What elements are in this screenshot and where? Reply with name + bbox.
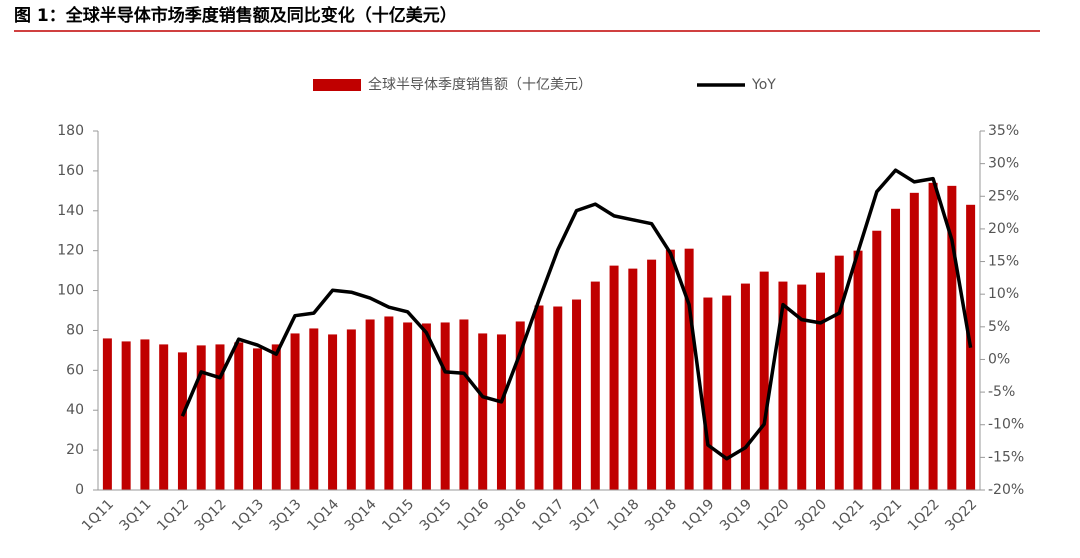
bar bbox=[909, 192, 919, 491]
y2-tick-label: 0% bbox=[988, 351, 1010, 367]
chart-title: 图 1：全球半导体市场季度销售额及同比变化（十亿美元） bbox=[14, 5, 457, 26]
bar bbox=[778, 281, 788, 490]
bar bbox=[140, 339, 150, 490]
y-tick-label: 20 bbox=[66, 442, 84, 458]
x-tick-label: 1Q20 bbox=[755, 496, 793, 534]
x-tick-label: 1Q16 bbox=[454, 496, 492, 534]
bar bbox=[853, 250, 863, 490]
x-tick-label: 1Q13 bbox=[229, 496, 267, 534]
bar bbox=[759, 271, 769, 490]
bar bbox=[421, 323, 431, 490]
x-tick-label: 1Q22 bbox=[905, 496, 943, 534]
bar bbox=[797, 284, 807, 490]
x-tick-label: 3Q22 bbox=[942, 496, 980, 534]
bar bbox=[121, 341, 131, 490]
y2-tick-label: -10% bbox=[988, 417, 1024, 433]
legend-swatch bbox=[313, 79, 361, 91]
x-tick-label: 3Q14 bbox=[342, 496, 380, 534]
x-tick-label: 3Q15 bbox=[417, 496, 455, 534]
y-tick-label: 0 bbox=[75, 482, 84, 498]
y2-tick-label: 35% bbox=[988, 123, 1019, 139]
y2-tick-label: 10% bbox=[988, 286, 1019, 302]
x-tick-label: 3Q11 bbox=[117, 496, 155, 534]
x-tick-label: 1Q12 bbox=[154, 496, 192, 534]
yoy-line bbox=[180, 168, 973, 461]
bar bbox=[346, 329, 356, 490]
bar bbox=[459, 319, 469, 490]
bar bbox=[253, 348, 263, 490]
bar bbox=[496, 334, 506, 490]
bar bbox=[271, 344, 281, 490]
bar bbox=[872, 230, 882, 490]
bar bbox=[196, 345, 206, 490]
bar bbox=[403, 322, 413, 490]
bar bbox=[478, 333, 488, 490]
bar bbox=[534, 305, 544, 490]
bar bbox=[572, 299, 582, 490]
y2-tick-label: -20% bbox=[988, 482, 1024, 498]
legend-label: YoY bbox=[751, 77, 776, 93]
bar bbox=[590, 281, 600, 490]
bar bbox=[309, 328, 319, 490]
y2-tick-label: 25% bbox=[988, 188, 1019, 204]
y2-tick-label: -5% bbox=[988, 384, 1015, 400]
bar bbox=[177, 352, 187, 490]
bar bbox=[628, 268, 638, 490]
bar bbox=[703, 297, 713, 490]
x-tick-label: 3Q12 bbox=[192, 496, 230, 534]
bar bbox=[328, 334, 338, 490]
bar bbox=[234, 342, 244, 490]
x-tick-label: 1Q17 bbox=[529, 496, 567, 534]
bar bbox=[891, 208, 901, 491]
bar bbox=[947, 185, 957, 490]
x-tick-label: 1Q21 bbox=[830, 496, 868, 534]
bar bbox=[740, 283, 750, 490]
bar bbox=[815, 272, 825, 490]
legend-label: 全球半导体季度销售额（十亿美元） bbox=[368, 76, 592, 93]
x-tick-label: 3Q20 bbox=[792, 496, 830, 534]
bar bbox=[684, 248, 694, 490]
x-tick-label: 3Q13 bbox=[267, 496, 305, 534]
x-tick-label: 3Q17 bbox=[567, 496, 605, 534]
x-tick-label: 3Q16 bbox=[492, 496, 530, 534]
bar bbox=[609, 265, 619, 490]
bar bbox=[365, 319, 375, 490]
y2-tick-label: -15% bbox=[988, 449, 1024, 465]
y-tick-label: 140 bbox=[57, 203, 84, 219]
y2-tick-label: 20% bbox=[988, 221, 1019, 237]
bar bbox=[647, 259, 657, 490]
y-tick-label: 100 bbox=[57, 283, 84, 299]
y-tick-label: 180 bbox=[57, 123, 84, 139]
y2-tick-label: 5% bbox=[988, 319, 1010, 335]
x-tick-label: 3Q18 bbox=[642, 496, 680, 534]
y-tick-label: 40 bbox=[66, 402, 84, 418]
y-tick-label: 160 bbox=[57, 163, 84, 179]
bar bbox=[665, 249, 675, 490]
y-tick-label: 60 bbox=[66, 362, 84, 378]
x-tick-label: 1Q19 bbox=[680, 496, 718, 534]
bar bbox=[290, 333, 300, 490]
x-tick-label: 3Q21 bbox=[867, 496, 905, 534]
x-tick-label: 1Q18 bbox=[604, 496, 642, 534]
bar bbox=[102, 338, 112, 490]
bar bbox=[553, 306, 563, 490]
bar bbox=[834, 255, 844, 490]
x-tick-label: 3Q19 bbox=[717, 496, 755, 534]
bar bbox=[159, 344, 169, 490]
y2-tick-label: 15% bbox=[988, 254, 1019, 270]
bar bbox=[515, 321, 525, 490]
x-tick-label: 1Q15 bbox=[379, 496, 417, 534]
x-tick-label: 1Q14 bbox=[304, 496, 342, 534]
x-tick-label: 1Q11 bbox=[79, 496, 117, 534]
y-tick-label: 80 bbox=[66, 322, 84, 338]
bar bbox=[440, 322, 450, 490]
y2-tick-label: 30% bbox=[988, 156, 1019, 172]
bar bbox=[722, 295, 732, 490]
bar bbox=[928, 182, 938, 490]
y-tick-label: 120 bbox=[57, 243, 84, 259]
bar bbox=[215, 344, 225, 490]
bar bbox=[384, 316, 394, 490]
